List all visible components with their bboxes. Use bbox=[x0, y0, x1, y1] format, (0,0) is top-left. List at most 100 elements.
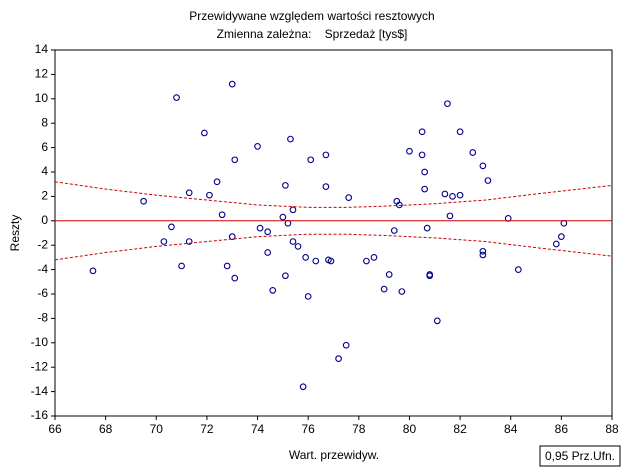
y-tick-label: -14 bbox=[31, 384, 49, 398]
data-point bbox=[89, 267, 97, 275]
data-point bbox=[279, 213, 287, 221]
x-tick-label: 66 bbox=[48, 422, 62, 436]
data-point bbox=[302, 254, 310, 261]
y-tick-label: 6 bbox=[41, 140, 48, 154]
x-tick-label: 70 bbox=[150, 422, 164, 436]
data-point bbox=[201, 129, 208, 137]
data-point bbox=[228, 233, 236, 241]
data-point bbox=[231, 274, 239, 282]
x-tick-label: 78 bbox=[352, 422, 366, 436]
y-tick-label: -12 bbox=[31, 359, 49, 373]
data-point bbox=[218, 211, 226, 219]
data-point bbox=[449, 193, 456, 200]
y-tick-label: 0 bbox=[41, 213, 48, 227]
data-point bbox=[342, 341, 350, 349]
x-tick-label: 76 bbox=[302, 422, 316, 436]
data-point bbox=[213, 178, 221, 186]
y-tick-label: -4 bbox=[37, 262, 48, 276]
data-point bbox=[307, 156, 315, 164]
data-point bbox=[173, 94, 180, 101]
y-tick-label: -2 bbox=[37, 237, 48, 251]
data-point bbox=[160, 238, 168, 245]
y-tick-label: 4 bbox=[41, 164, 48, 178]
data-point bbox=[456, 191, 464, 199]
data-point bbox=[433, 317, 441, 325]
chart-subtitle: Zmienna zależna: Sprzedaż [tys$] bbox=[217, 27, 408, 41]
data-point bbox=[421, 168, 428, 176]
data-point bbox=[327, 257, 335, 265]
data-point bbox=[406, 147, 413, 155]
y-tick-label: -6 bbox=[37, 286, 48, 300]
data-point bbox=[185, 189, 193, 197]
data-point bbox=[395, 201, 403, 209]
data-point bbox=[479, 162, 487, 170]
data-point bbox=[418, 128, 426, 136]
data-point bbox=[479, 251, 487, 259]
data-point bbox=[304, 293, 312, 300]
data-point bbox=[370, 254, 378, 261]
y-tick-label: 8 bbox=[41, 115, 48, 129]
data-point bbox=[456, 128, 464, 136]
y-tick-label: -10 bbox=[31, 335, 49, 349]
data-point bbox=[223, 262, 231, 270]
data-point bbox=[289, 206, 297, 214]
y-tick-label: -16 bbox=[31, 408, 49, 422]
legend-label: 0,95 Prz.Ufn. bbox=[545, 449, 615, 463]
y-tick-label: -8 bbox=[37, 311, 48, 325]
data-point bbox=[380, 285, 388, 293]
confidence-band bbox=[54, 233, 613, 261]
data-point bbox=[206, 191, 213, 199]
data-point bbox=[335, 355, 342, 363]
data-point bbox=[446, 212, 454, 220]
data-point bbox=[254, 143, 261, 150]
y-tick-label: 10 bbox=[35, 91, 49, 105]
data-point bbox=[363, 257, 370, 265]
data-point bbox=[441, 190, 449, 198]
data-point bbox=[231, 156, 239, 164]
plot-area bbox=[54, 49, 613, 417]
data-point bbox=[269, 286, 277, 294]
data-point bbox=[185, 238, 193, 245]
data-point bbox=[282, 182, 289, 189]
x-tick-label: 80 bbox=[403, 422, 417, 436]
data-point bbox=[423, 224, 431, 232]
data-point bbox=[484, 177, 492, 184]
data-point bbox=[289, 238, 297, 245]
data-point bbox=[282, 272, 289, 280]
data-point bbox=[385, 271, 393, 278]
data-point bbox=[469, 149, 477, 156]
data-point bbox=[294, 243, 302, 250]
data-point bbox=[287, 135, 294, 143]
y-axis-label: Reszty bbox=[8, 215, 22, 252]
legend-box bbox=[539, 445, 621, 467]
data-point bbox=[264, 228, 272, 236]
data-point bbox=[444, 100, 451, 108]
x-tick-label: 72 bbox=[200, 422, 214, 436]
x-tick-label: 84 bbox=[504, 422, 518, 436]
data-point bbox=[552, 240, 560, 248]
x-tick-label: 86 bbox=[555, 422, 569, 436]
data-point bbox=[168, 223, 175, 231]
data-point bbox=[345, 194, 353, 201]
data-point bbox=[322, 151, 330, 159]
x-tick-label: 82 bbox=[453, 422, 467, 436]
confidence-band bbox=[54, 181, 613, 208]
data-point bbox=[479, 247, 487, 255]
data-point bbox=[390, 227, 398, 234]
data-point bbox=[140, 197, 147, 205]
x-tick-label: 74 bbox=[251, 422, 265, 436]
data-point bbox=[256, 224, 264, 232]
data-point bbox=[264, 249, 272, 256]
data-point bbox=[398, 288, 406, 295]
data-point bbox=[228, 80, 236, 88]
x-tick-label: 68 bbox=[99, 422, 113, 436]
data-point bbox=[426, 272, 434, 280]
x-tick-label: 88 bbox=[605, 422, 619, 436]
y-tick-label: 2 bbox=[41, 189, 48, 203]
x-axis-label: Wart. przewidyw. bbox=[289, 448, 379, 462]
data-point bbox=[514, 266, 522, 273]
data-point bbox=[312, 257, 320, 265]
data-point bbox=[322, 183, 330, 190]
data-point bbox=[178, 262, 185, 270]
